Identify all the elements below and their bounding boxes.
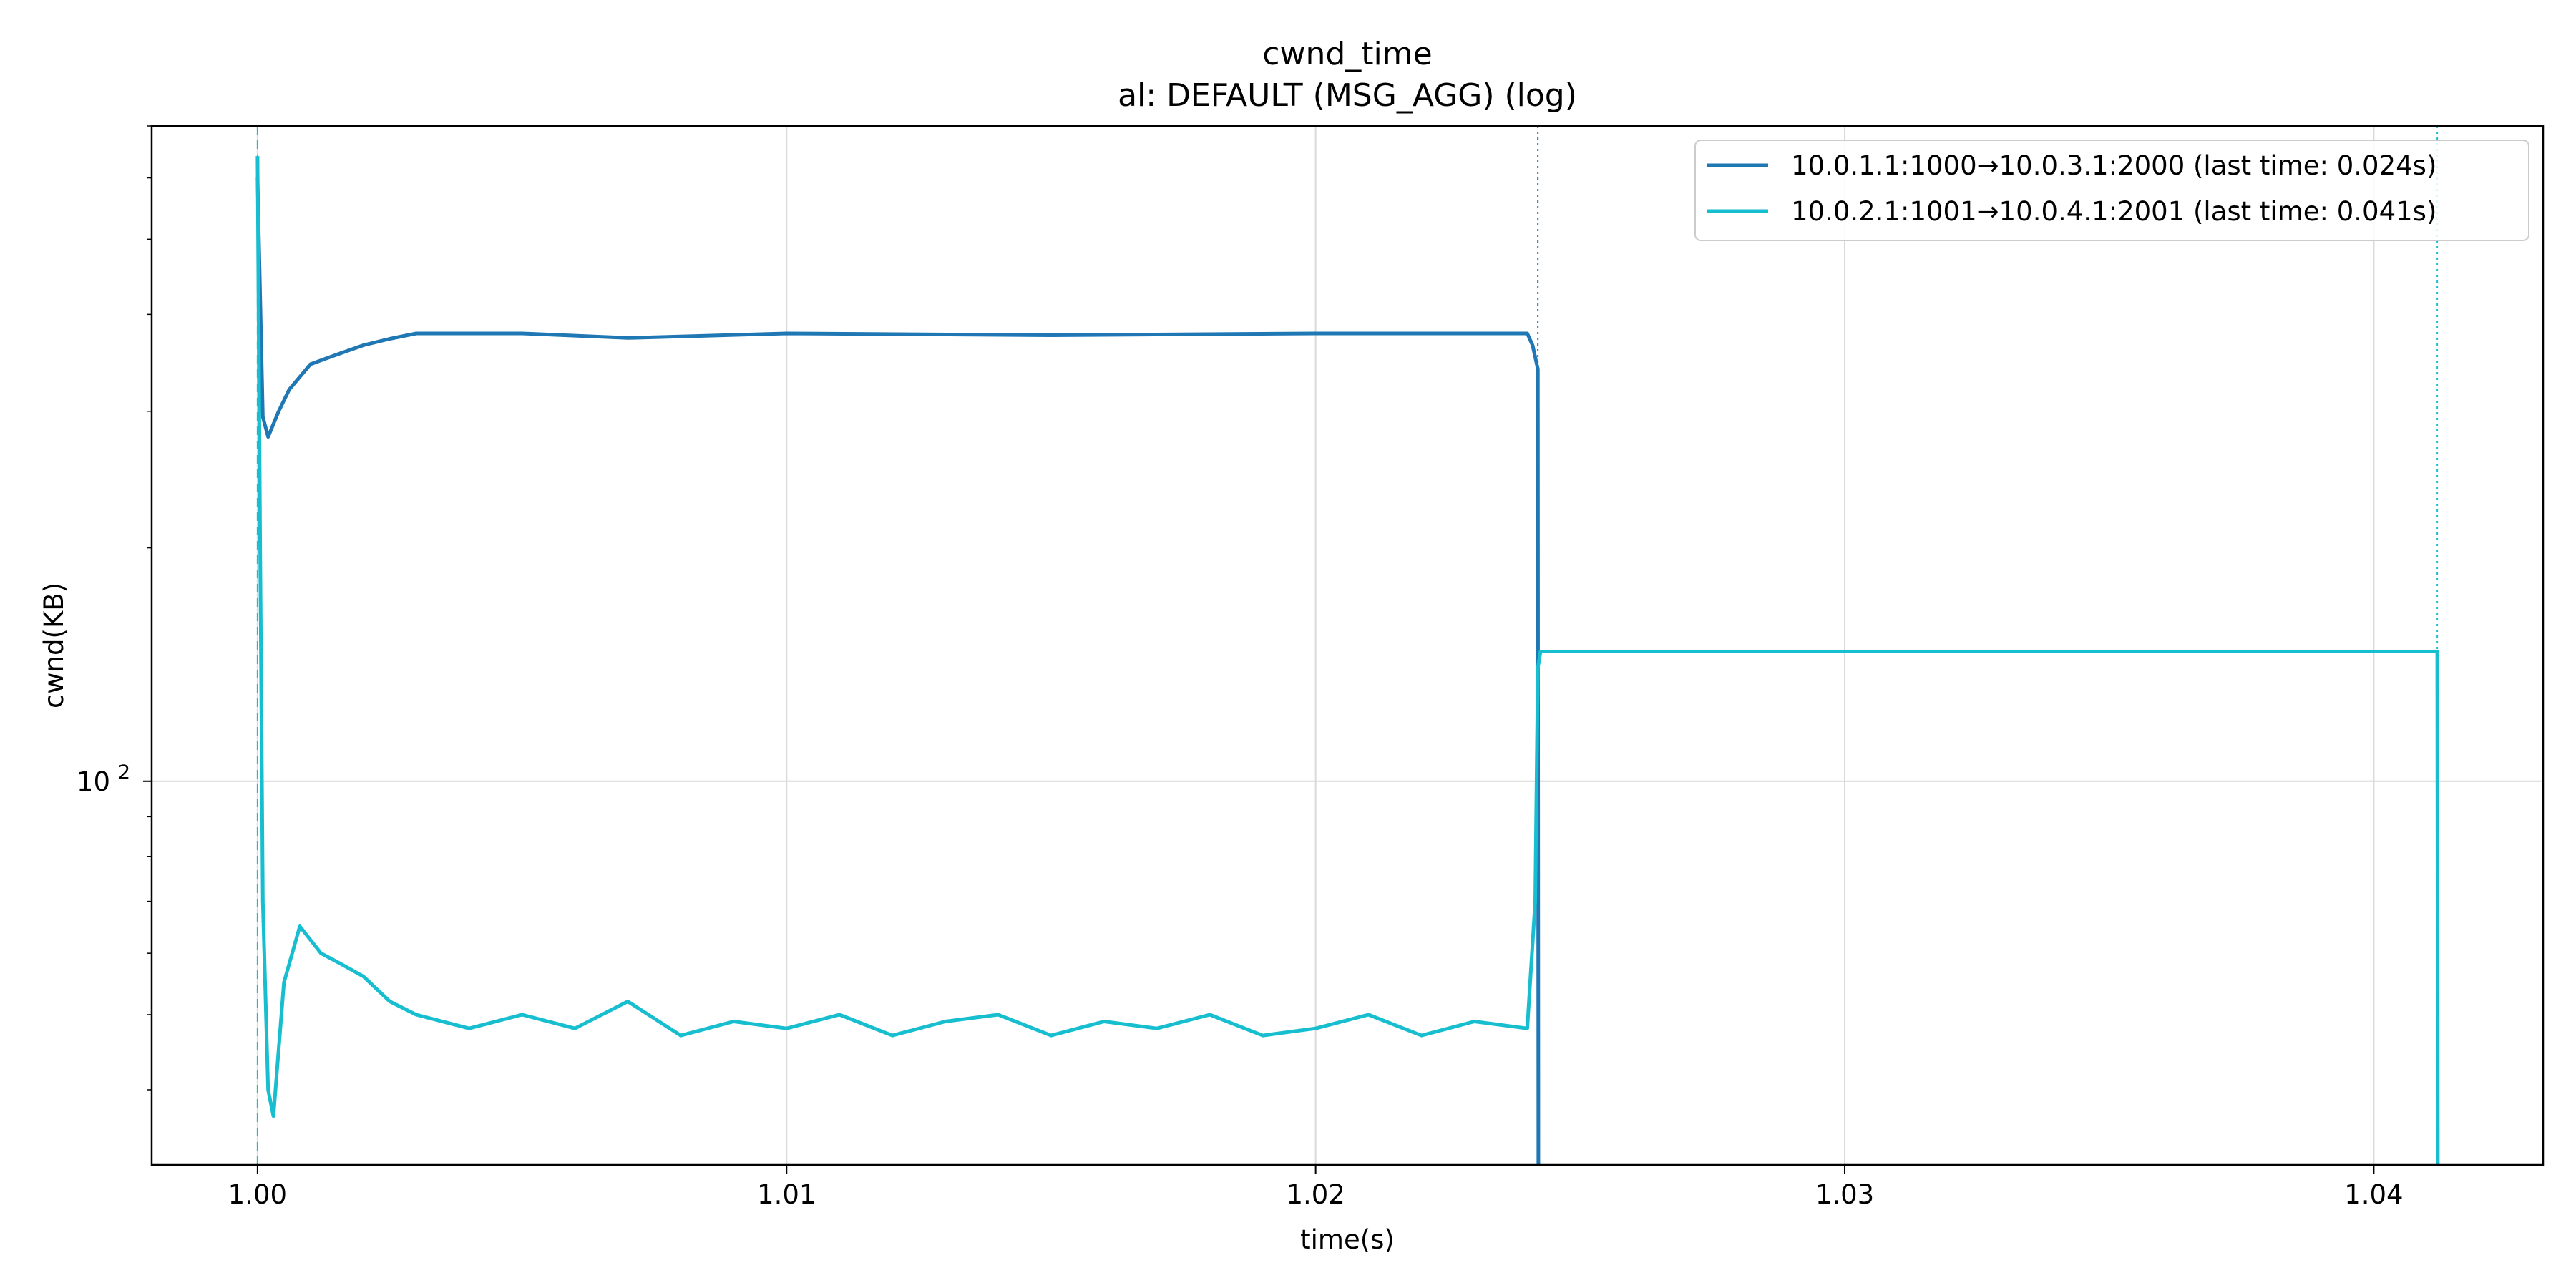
x-axis-label: time(s) <box>1300 1224 1395 1255</box>
chart-title: cwnd_time <box>1262 36 1432 72</box>
x-tick-label: 1.01 <box>757 1179 816 1210</box>
legend-label-1: 10.0.1.1:1000→10.0.3.1:2000 (last time: … <box>1791 150 2436 181</box>
x-tick-label: 1.03 <box>1815 1179 1874 1210</box>
chart-subtitle: al: DEFAULT (MSG_AGG) (log) <box>1118 77 1577 114</box>
y-tick-exponent: 2 <box>118 761 130 784</box>
legend-box <box>1694 140 2529 241</box>
legend-label-2: 10.0.2.1:1001→10.0.4.1:2001 (last time: … <box>1791 196 2436 227</box>
series-line-2 <box>255 156 2440 1165</box>
x-tick-label: 1.04 <box>2344 1179 2403 1210</box>
y-axis-label: cwnd(KB) <box>39 582 69 708</box>
series-line-1 <box>255 177 1541 1165</box>
legend: 10.0.1.1:1000→10.0.3.1:2000 (last time: … <box>1694 140 2529 241</box>
y-tick-label: 10 <box>77 766 110 797</box>
x-tick-label: 1.02 <box>1286 1179 1345 1210</box>
plot-frame <box>150 125 2545 1166</box>
axis-ticks: 1.00 1.01 1.02 1.03 1.04 10 2 <box>77 125 2404 1210</box>
x-tick-label: 1.00 <box>228 1179 287 1210</box>
series-layer <box>255 126 2440 1165</box>
